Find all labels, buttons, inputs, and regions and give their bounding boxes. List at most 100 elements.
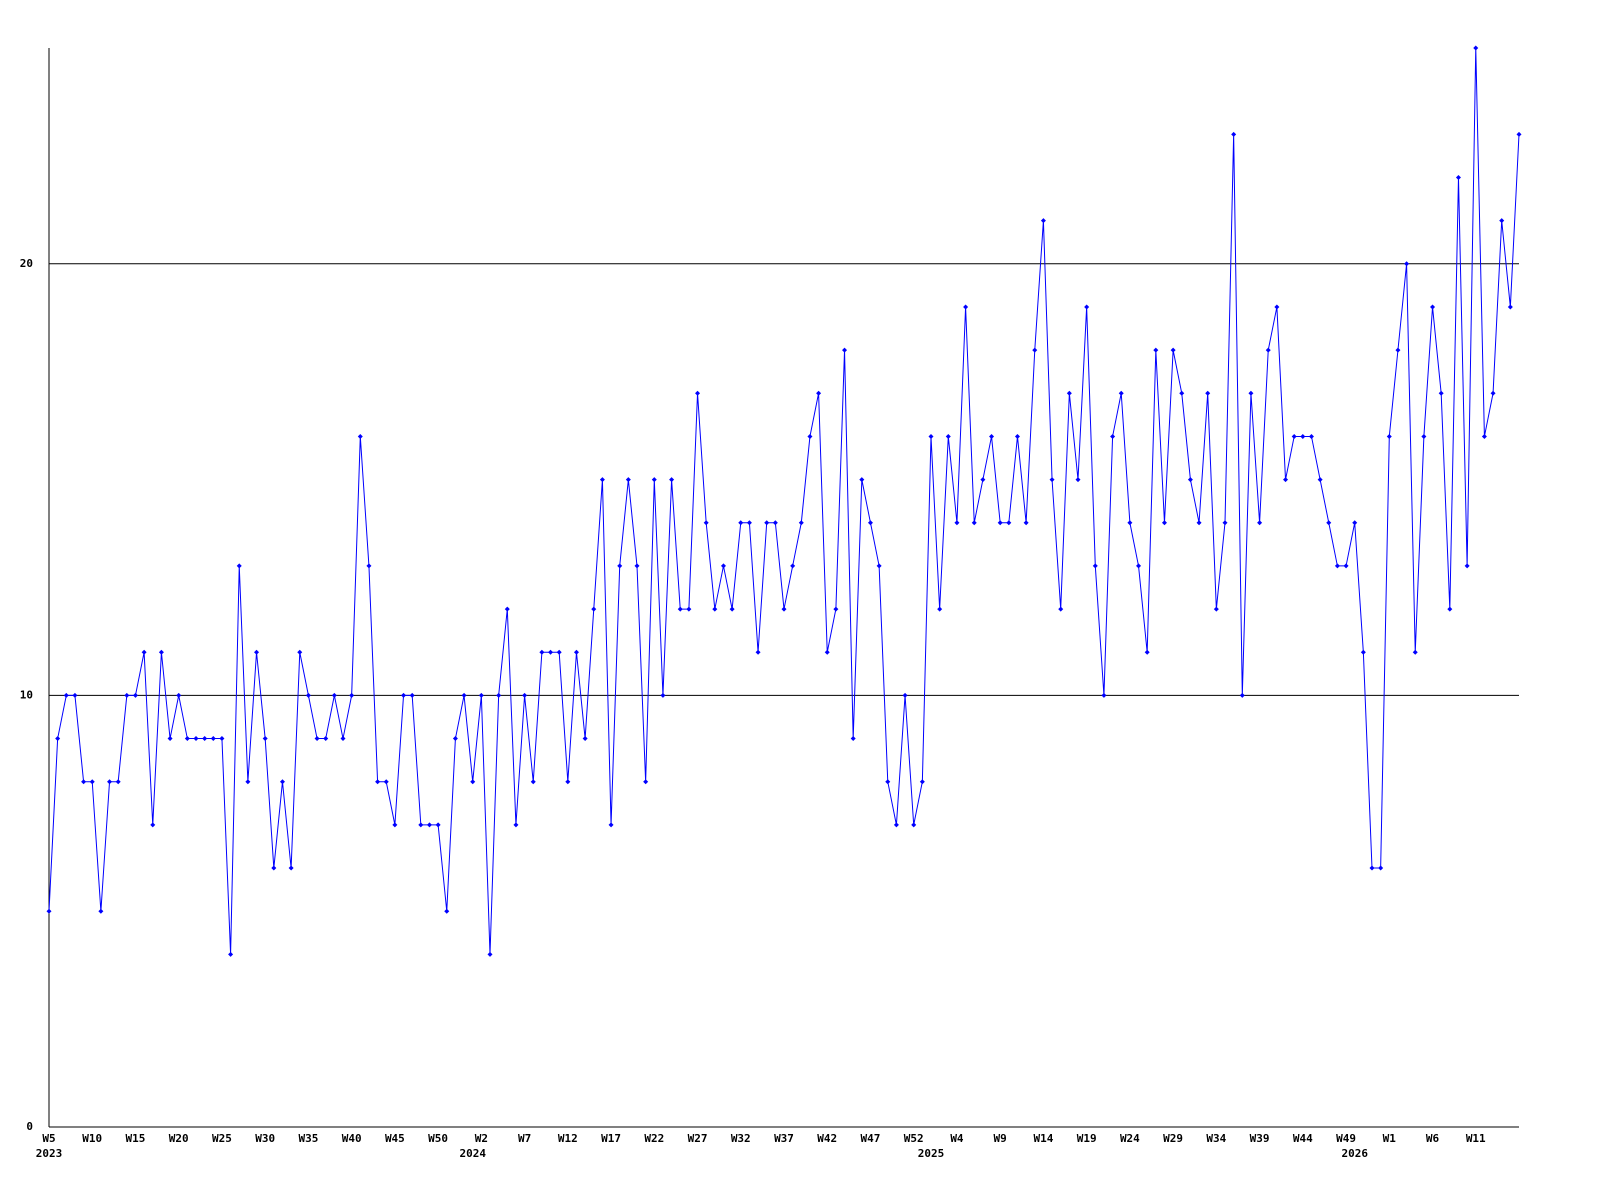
point [1144, 649, 1150, 655]
point [530, 779, 536, 785]
point [158, 649, 164, 655]
point [971, 520, 977, 526]
point [55, 736, 61, 742]
point [254, 649, 260, 655]
point [46, 908, 52, 914]
point [1014, 433, 1020, 439]
point [695, 390, 701, 396]
x-tick-label: W47 [861, 1132, 881, 1145]
point [426, 822, 432, 828]
point [1300, 433, 1306, 439]
point [1395, 347, 1401, 353]
point [107, 779, 113, 785]
point [1481, 433, 1487, 439]
x-tick-label: W11 [1466, 1132, 1486, 1145]
x-tick-label: W37 [774, 1132, 794, 1145]
x-tick-label: W29 [1163, 1132, 1183, 1145]
point [919, 779, 925, 785]
x-tick-label: W15 [126, 1132, 146, 1145]
point [1386, 433, 1392, 439]
point [1187, 477, 1193, 483]
point [729, 606, 735, 612]
point [902, 692, 908, 698]
x-tick-label: W7 [518, 1132, 531, 1145]
point [444, 908, 450, 914]
point [1006, 520, 1012, 526]
point [1438, 390, 1444, 396]
point [478, 692, 484, 698]
point [392, 822, 398, 828]
point [236, 563, 242, 569]
x-tick-label: W10 [82, 1132, 102, 1145]
point [582, 736, 588, 742]
x-tick-label: W44 [1293, 1132, 1313, 1145]
point [703, 520, 709, 526]
point [314, 736, 320, 742]
point [1136, 563, 1142, 569]
y-tick-label: 0 [26, 1120, 33, 1133]
point [1127, 520, 1133, 526]
point [504, 606, 510, 612]
point [764, 520, 770, 526]
point [1239, 692, 1245, 698]
point [1369, 865, 1375, 871]
point [1283, 477, 1289, 483]
point [591, 606, 597, 612]
point [132, 692, 138, 698]
point [617, 563, 623, 569]
point [539, 649, 545, 655]
x-year-label: 2025 [918, 1147, 945, 1160]
point [210, 736, 216, 742]
x-tick-label: W24 [1120, 1132, 1140, 1145]
point [608, 822, 614, 828]
point [522, 692, 528, 698]
line [48, 47, 1520, 955]
x-year-label: 2024 [459, 1147, 486, 1160]
x-tick-label: W12 [558, 1132, 578, 1145]
point [1101, 692, 1107, 698]
point [331, 692, 337, 698]
point [599, 477, 605, 483]
point [945, 433, 951, 439]
point [824, 649, 830, 655]
point [279, 779, 285, 785]
point [963, 304, 969, 310]
point [1231, 131, 1237, 137]
point [1032, 347, 1038, 353]
point [1075, 477, 1081, 483]
point [1248, 390, 1254, 396]
x-tick-label: W20 [169, 1132, 189, 1145]
point [1179, 390, 1185, 396]
point [1222, 520, 1228, 526]
point [1092, 563, 1098, 569]
point [1058, 606, 1064, 612]
point [1049, 477, 1055, 483]
point [1334, 563, 1340, 569]
x-tick-label: W40 [342, 1132, 362, 1145]
point [625, 477, 631, 483]
point [720, 563, 726, 569]
point [89, 779, 95, 785]
point [383, 779, 389, 785]
point [1404, 261, 1410, 267]
point [1023, 520, 1029, 526]
point [1412, 649, 1418, 655]
point [271, 865, 277, 871]
point [323, 736, 329, 742]
point [1205, 390, 1211, 396]
point [1118, 390, 1124, 396]
x-tick-label: W14 [1033, 1132, 1053, 1145]
point [452, 736, 458, 742]
x-tick-label: W5 [42, 1132, 55, 1145]
point [1317, 477, 1323, 483]
point [150, 822, 156, 828]
point [989, 433, 995, 439]
point [850, 736, 856, 742]
point [833, 606, 839, 612]
point [798, 520, 804, 526]
point [72, 692, 78, 698]
x-tick-label: W30 [255, 1132, 275, 1145]
point [937, 606, 943, 612]
point [418, 822, 424, 828]
